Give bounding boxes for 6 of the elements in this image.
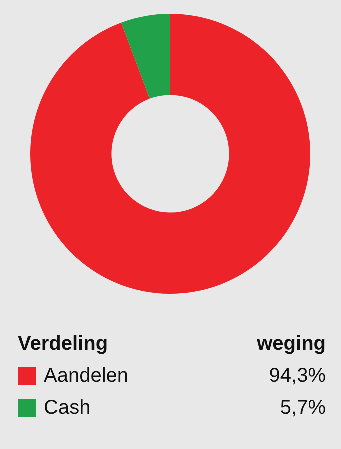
text: weging xyxy=(257,332,326,356)
data-label: 94,3% xyxy=(269,364,326,388)
legend-title: Verdeling xyxy=(18,332,110,356)
legend-label: Cash xyxy=(44,396,92,420)
data-label: 5,7% xyxy=(280,396,326,420)
legend-label: Aandelen xyxy=(44,364,130,388)
